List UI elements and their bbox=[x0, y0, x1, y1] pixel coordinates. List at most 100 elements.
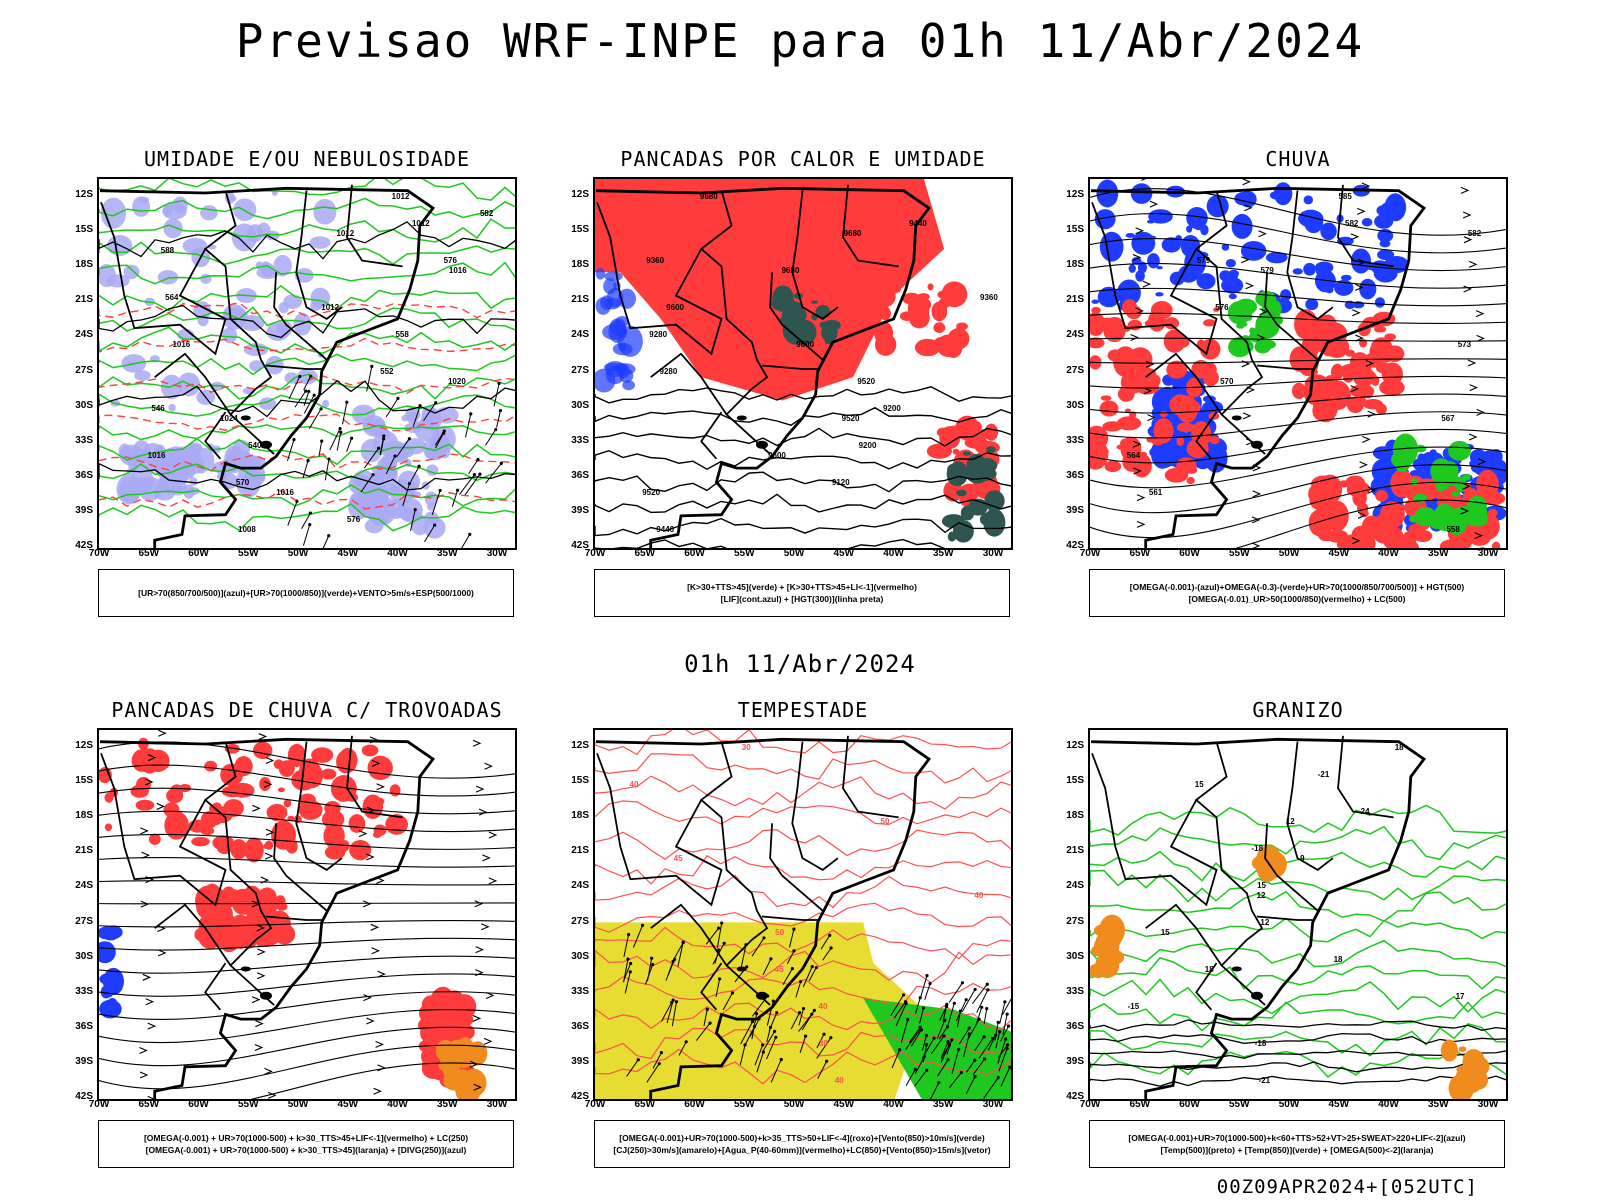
contour-value-label: 567 bbox=[1441, 414, 1455, 423]
wind-vector bbox=[287, 439, 295, 462]
wind-vector bbox=[461, 534, 471, 548]
streamline-arrow bbox=[1462, 211, 1472, 219]
field-fill-patch bbox=[1234, 306, 1252, 323]
longitude-tick-label: 30W bbox=[982, 1099, 1004, 1110]
field-fill-patch bbox=[1265, 251, 1288, 264]
streamline-arrow bbox=[265, 756, 275, 764]
longitude-tick-label: 35W bbox=[932, 1099, 954, 1110]
wind-vector-head bbox=[417, 464, 421, 468]
field-fill-patch bbox=[1324, 380, 1351, 411]
state-border bbox=[203, 190, 275, 455]
wind-vector-head bbox=[1006, 1024, 1011, 1028]
wind-vector bbox=[1000, 1067, 1011, 1087]
wind-vector-head bbox=[469, 412, 473, 416]
field-fill-patch bbox=[1305, 298, 1319, 311]
field-fill-patch bbox=[1120, 371, 1145, 394]
field-fill-patch bbox=[1090, 963, 1108, 979]
field-fill-patch bbox=[1491, 541, 1501, 548]
field-fill-patch bbox=[1090, 425, 1109, 450]
legend-line: [OMEGA(-0.001) + UR>70(1000-500) + k>30_… bbox=[145, 1145, 467, 1155]
streamline-arrow bbox=[472, 739, 482, 747]
streamline-arrow bbox=[251, 996, 261, 1004]
contour-value-label: 12 bbox=[1260, 918, 1269, 927]
contour-value-label: 579 bbox=[1197, 256, 1211, 265]
contour-value-label: 564 bbox=[1127, 451, 1141, 460]
streamline-arrow bbox=[157, 949, 167, 957]
wind-vector-head bbox=[636, 1058, 640, 1062]
wind-vector bbox=[754, 1044, 764, 1066]
field-fill-patch bbox=[163, 218, 183, 239]
legend-line: [OMEGA(-0.001) + UR>70(1000-500) + k>30_… bbox=[143, 1133, 469, 1143]
longitude-tick-label: 65W bbox=[1129, 548, 1151, 559]
wind-vector-head bbox=[982, 1035, 986, 1039]
streamline-arrow bbox=[1135, 307, 1145, 315]
streamline-arrow bbox=[158, 730, 167, 737]
wind-vector-head bbox=[1005, 1046, 1009, 1051]
contour-value-label: 15 bbox=[1161, 928, 1170, 937]
field-fill-patch bbox=[1280, 289, 1292, 302]
contour-value-label: 582 bbox=[1345, 219, 1359, 228]
contour-line bbox=[595, 517, 1011, 537]
streamline-arrow bbox=[1258, 230, 1267, 238]
contour-line bbox=[99, 413, 515, 432]
contour-line bbox=[595, 449, 1011, 470]
longitude-tick-label: 40W bbox=[1378, 1099, 1399, 1110]
field-fill-patch bbox=[362, 794, 384, 819]
streamline-arrow bbox=[1355, 283, 1364, 291]
longitude-tick-label: 40W bbox=[883, 548, 904, 559]
wind-vector-head bbox=[822, 1032, 826, 1036]
field-fill-patch bbox=[1481, 491, 1506, 506]
wind-vector bbox=[908, 1027, 921, 1043]
wind-vector-head bbox=[1005, 1012, 1009, 1016]
field-fill-patch bbox=[1480, 547, 1485, 548]
streamline-arrow bbox=[1474, 532, 1484, 540]
streamline-arrow bbox=[139, 1047, 148, 1055]
state-border bbox=[1264, 272, 1319, 361]
latitude-tick-label: 27S bbox=[75, 364, 93, 376]
field-fill-patch bbox=[1125, 232, 1136, 238]
streamline bbox=[1090, 337, 1506, 342]
longitude-tick-label: 40W bbox=[387, 1099, 408, 1110]
field-fill-patch bbox=[273, 759, 284, 770]
coastline bbox=[99, 186, 435, 548]
field-fill-patch bbox=[259, 776, 271, 792]
field-fill-patch bbox=[937, 290, 948, 299]
wind-vector-head bbox=[996, 1075, 1000, 1080]
field-fill-patch bbox=[283, 294, 303, 309]
wind-vector-head bbox=[814, 965, 818, 970]
streamline-arrow bbox=[264, 852, 274, 860]
wind-vector-head bbox=[998, 1030, 1002, 1034]
longitude-tick-label: 50W bbox=[783, 1099, 805, 1110]
contour-line bbox=[99, 241, 515, 266]
wind-vector bbox=[770, 1059, 782, 1083]
longitude-tick-label: 45W bbox=[833, 548, 855, 559]
wind-vector-head bbox=[1012, 994, 1013, 997]
latitude-tick-label: 39S bbox=[1066, 1055, 1084, 1067]
streamline-arrow bbox=[482, 854, 491, 862]
contour-value-label: 585 bbox=[1338, 192, 1352, 201]
wind-vector bbox=[434, 430, 445, 446]
contour-value-label: 9360 bbox=[646, 256, 664, 265]
field-fill-patch bbox=[1445, 508, 1468, 536]
field-fill-patch bbox=[162, 202, 187, 220]
streamline-arrow bbox=[472, 1014, 482, 1022]
field-fill-patch bbox=[367, 755, 393, 781]
streamline-arrow bbox=[1367, 410, 1377, 418]
contour-value-label: 561 bbox=[1149, 488, 1163, 497]
latitude-tick-label: 42S bbox=[1066, 1091, 1084, 1102]
streamline-arrow bbox=[1242, 412, 1252, 420]
state-border bbox=[100, 201, 227, 356]
contour-line bbox=[1090, 1023, 1506, 1057]
streamline-arrow bbox=[157, 924, 166, 932]
longitude-tick-label: 30W bbox=[486, 548, 508, 559]
latitude-tick-label: 33S bbox=[75, 434, 93, 446]
wind-vector bbox=[652, 1052, 662, 1069]
streamline-arrow bbox=[484, 762, 493, 770]
latitude-tick-label: 39S bbox=[75, 504, 93, 516]
streamline-arrow bbox=[260, 876, 270, 884]
field-fill-patch bbox=[955, 489, 967, 497]
field-fill-patch bbox=[1361, 217, 1373, 227]
streamline-arrow bbox=[1136, 520, 1146, 528]
wind-vector bbox=[922, 1035, 927, 1051]
field-fill-patch bbox=[1157, 405, 1165, 413]
